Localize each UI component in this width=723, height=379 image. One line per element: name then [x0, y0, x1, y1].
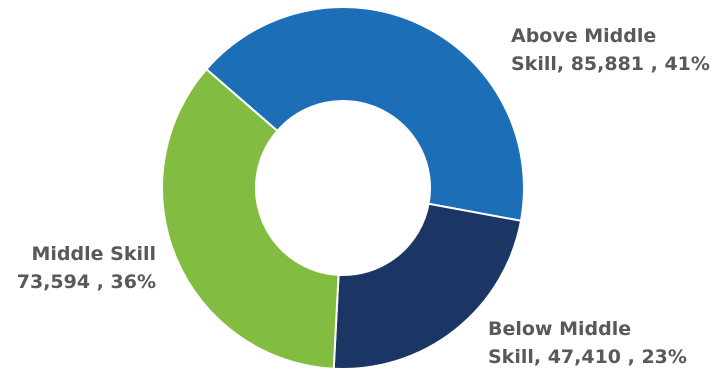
label-below-middle-skill: Below Middle Skill, 47,410 , 23%	[488, 315, 687, 371]
slice-above-middle-skill	[204, 6, 525, 222]
label-above-middle-skill: Above Middle Skill, 85,881 , 41%	[511, 22, 710, 78]
label-middle-skill-line1: Middle Skill	[31, 243, 157, 265]
slice-middle-skill	[161, 67, 340, 370]
label-middle-skill-line2: 73,594 , 36%	[16, 271, 156, 293]
label-above-middle-skill-line1: Above Middle	[511, 25, 657, 47]
slice-below-middle-skill	[332, 202, 523, 370]
label-below-middle-skill-line1: Below Middle	[488, 318, 632, 340]
label-middle-skill: Middle Skill 73,594 , 36%	[10, 240, 156, 296]
label-above-middle-skill-line2: Skill, 85,881 , 41%	[511, 53, 710, 75]
label-below-middle-skill-line2: Skill, 47,410 , 23%	[488, 346, 687, 368]
